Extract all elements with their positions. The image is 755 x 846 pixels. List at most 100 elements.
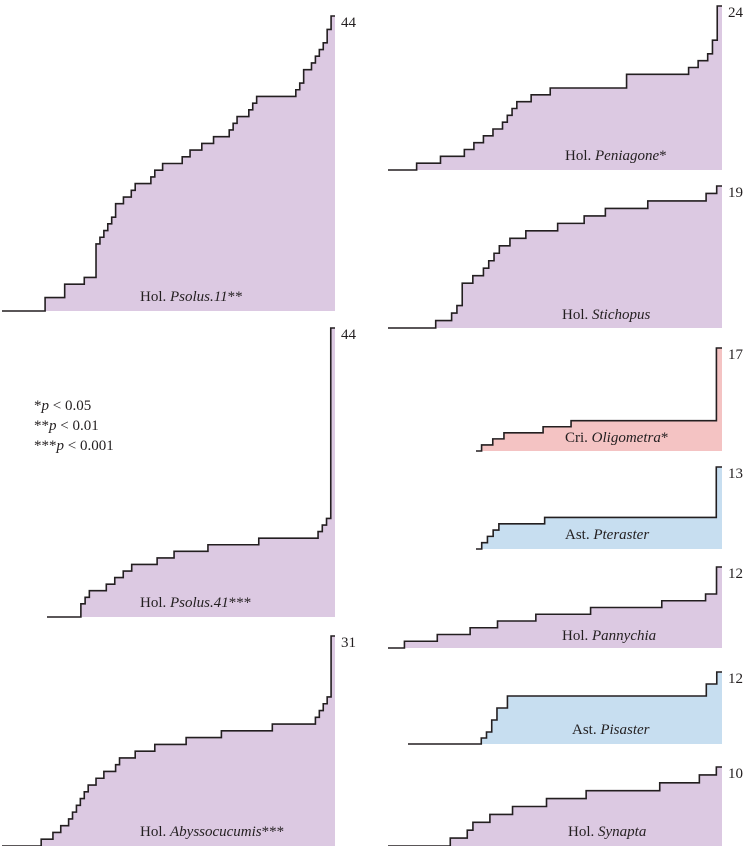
step-mark — [678, 601, 683, 648]
max-label-synapta: 10 — [728, 766, 743, 782]
step-mark — [194, 150, 198, 311]
step-mark — [481, 628, 486, 648]
step-mark — [555, 696, 560, 744]
step-mark — [487, 536, 493, 549]
step-mark — [80, 799, 84, 846]
step-line-oligometra — [476, 347, 722, 452]
step-mark — [94, 591, 98, 617]
step-mark — [88, 785, 92, 846]
step-mark — [225, 137, 229, 311]
step-mark — [202, 143, 206, 311]
step-mark — [319, 711, 323, 846]
class-abbr: Hol. — [565, 148, 591, 164]
step-mark — [182, 157, 186, 311]
step-mark — [288, 96, 292, 311]
step-mark — [206, 143, 210, 311]
step-mark — [674, 74, 679, 170]
step-mark — [679, 74, 684, 170]
step-mark — [699, 517, 705, 549]
step-mark — [233, 123, 237, 311]
step-mark — [261, 96, 265, 311]
step-mark — [680, 696, 685, 744]
step-mark — [284, 96, 288, 311]
step-mark — [493, 129, 498, 170]
step-mark — [127, 571, 131, 617]
step-mark — [49, 839, 53, 846]
step-mark — [547, 231, 552, 328]
class-abbr: Hol. — [562, 307, 588, 323]
step-mark — [530, 807, 536, 846]
step-mark — [498, 129, 503, 170]
step-mark — [670, 696, 675, 744]
step-mark — [717, 186, 722, 328]
step-mark — [503, 122, 508, 170]
step-mark — [292, 96, 296, 311]
step-mark — [443, 635, 448, 649]
step-mark — [301, 538, 305, 617]
step-mark — [96, 244, 100, 311]
step-mark — [488, 136, 493, 170]
step-mark — [487, 732, 492, 744]
step-mark — [473, 276, 478, 328]
step-mark — [560, 696, 565, 744]
step-mark — [711, 775, 717, 846]
panel-label-pteraster: Ast. Pteraster — [565, 527, 649, 543]
step-mark — [49, 298, 53, 311]
panel-label-pisaster: Ast. Pisaster — [572, 722, 650, 738]
step-mark — [662, 601, 667, 648]
step-mark — [682, 517, 688, 549]
max-label-pisaster: 12 — [728, 671, 743, 687]
step-mark — [484, 822, 490, 846]
step-mark — [656, 608, 661, 649]
step-mark — [517, 102, 522, 170]
step-mark — [268, 96, 272, 311]
max-label-abyssocucumis: 31 — [341, 635, 356, 651]
step-mark — [659, 696, 664, 744]
step-mark — [448, 635, 453, 649]
step-mark — [80, 284, 84, 311]
step-mark — [682, 783, 688, 846]
step-mark — [510, 433, 516, 451]
step-mark — [123, 197, 127, 311]
step-mark — [482, 543, 488, 549]
step-mark — [539, 524, 545, 549]
step-mark — [426, 641, 431, 648]
step-mark — [292, 724, 296, 846]
step-mark — [665, 517, 671, 549]
step-mark — [308, 724, 312, 846]
step-mark — [245, 117, 249, 311]
step-mark — [73, 284, 77, 311]
step-mark — [437, 635, 442, 649]
step-mark — [482, 445, 488, 451]
class-abbr: Cri. — [565, 430, 588, 446]
step-mark — [229, 130, 233, 311]
step-marks-psolus41 — [81, 328, 335, 617]
step-mark — [669, 201, 674, 328]
area-fill-stichopus — [388, 186, 722, 328]
step-mark — [440, 156, 445, 170]
significance-stars: * — [659, 148, 667, 164]
step-mark — [492, 628, 497, 648]
significance-stars: * — [661, 430, 669, 446]
step-mark — [658, 201, 663, 328]
step-mark — [532, 433, 538, 451]
max-label-oligometra: 17 — [728, 347, 744, 363]
class-abbr: Ast. — [565, 527, 590, 543]
genus-name: Peniagone — [594, 148, 659, 164]
step-mark — [221, 137, 225, 311]
step-mark — [257, 96, 261, 311]
step-mark — [450, 838, 456, 846]
step-mark — [431, 163, 436, 170]
step-mark — [496, 814, 502, 846]
step-mark — [271, 538, 275, 617]
step-marks-peniagone — [417, 6, 722, 170]
step-line-psolus11 — [2, 15, 335, 312]
step-mark — [116, 765, 120, 846]
step-mark — [293, 538, 297, 617]
step-mark — [711, 594, 716, 648]
step-mark — [502, 708, 507, 744]
step-mark — [53, 298, 57, 311]
step-mark — [676, 517, 682, 549]
step-mark — [493, 439, 499, 451]
